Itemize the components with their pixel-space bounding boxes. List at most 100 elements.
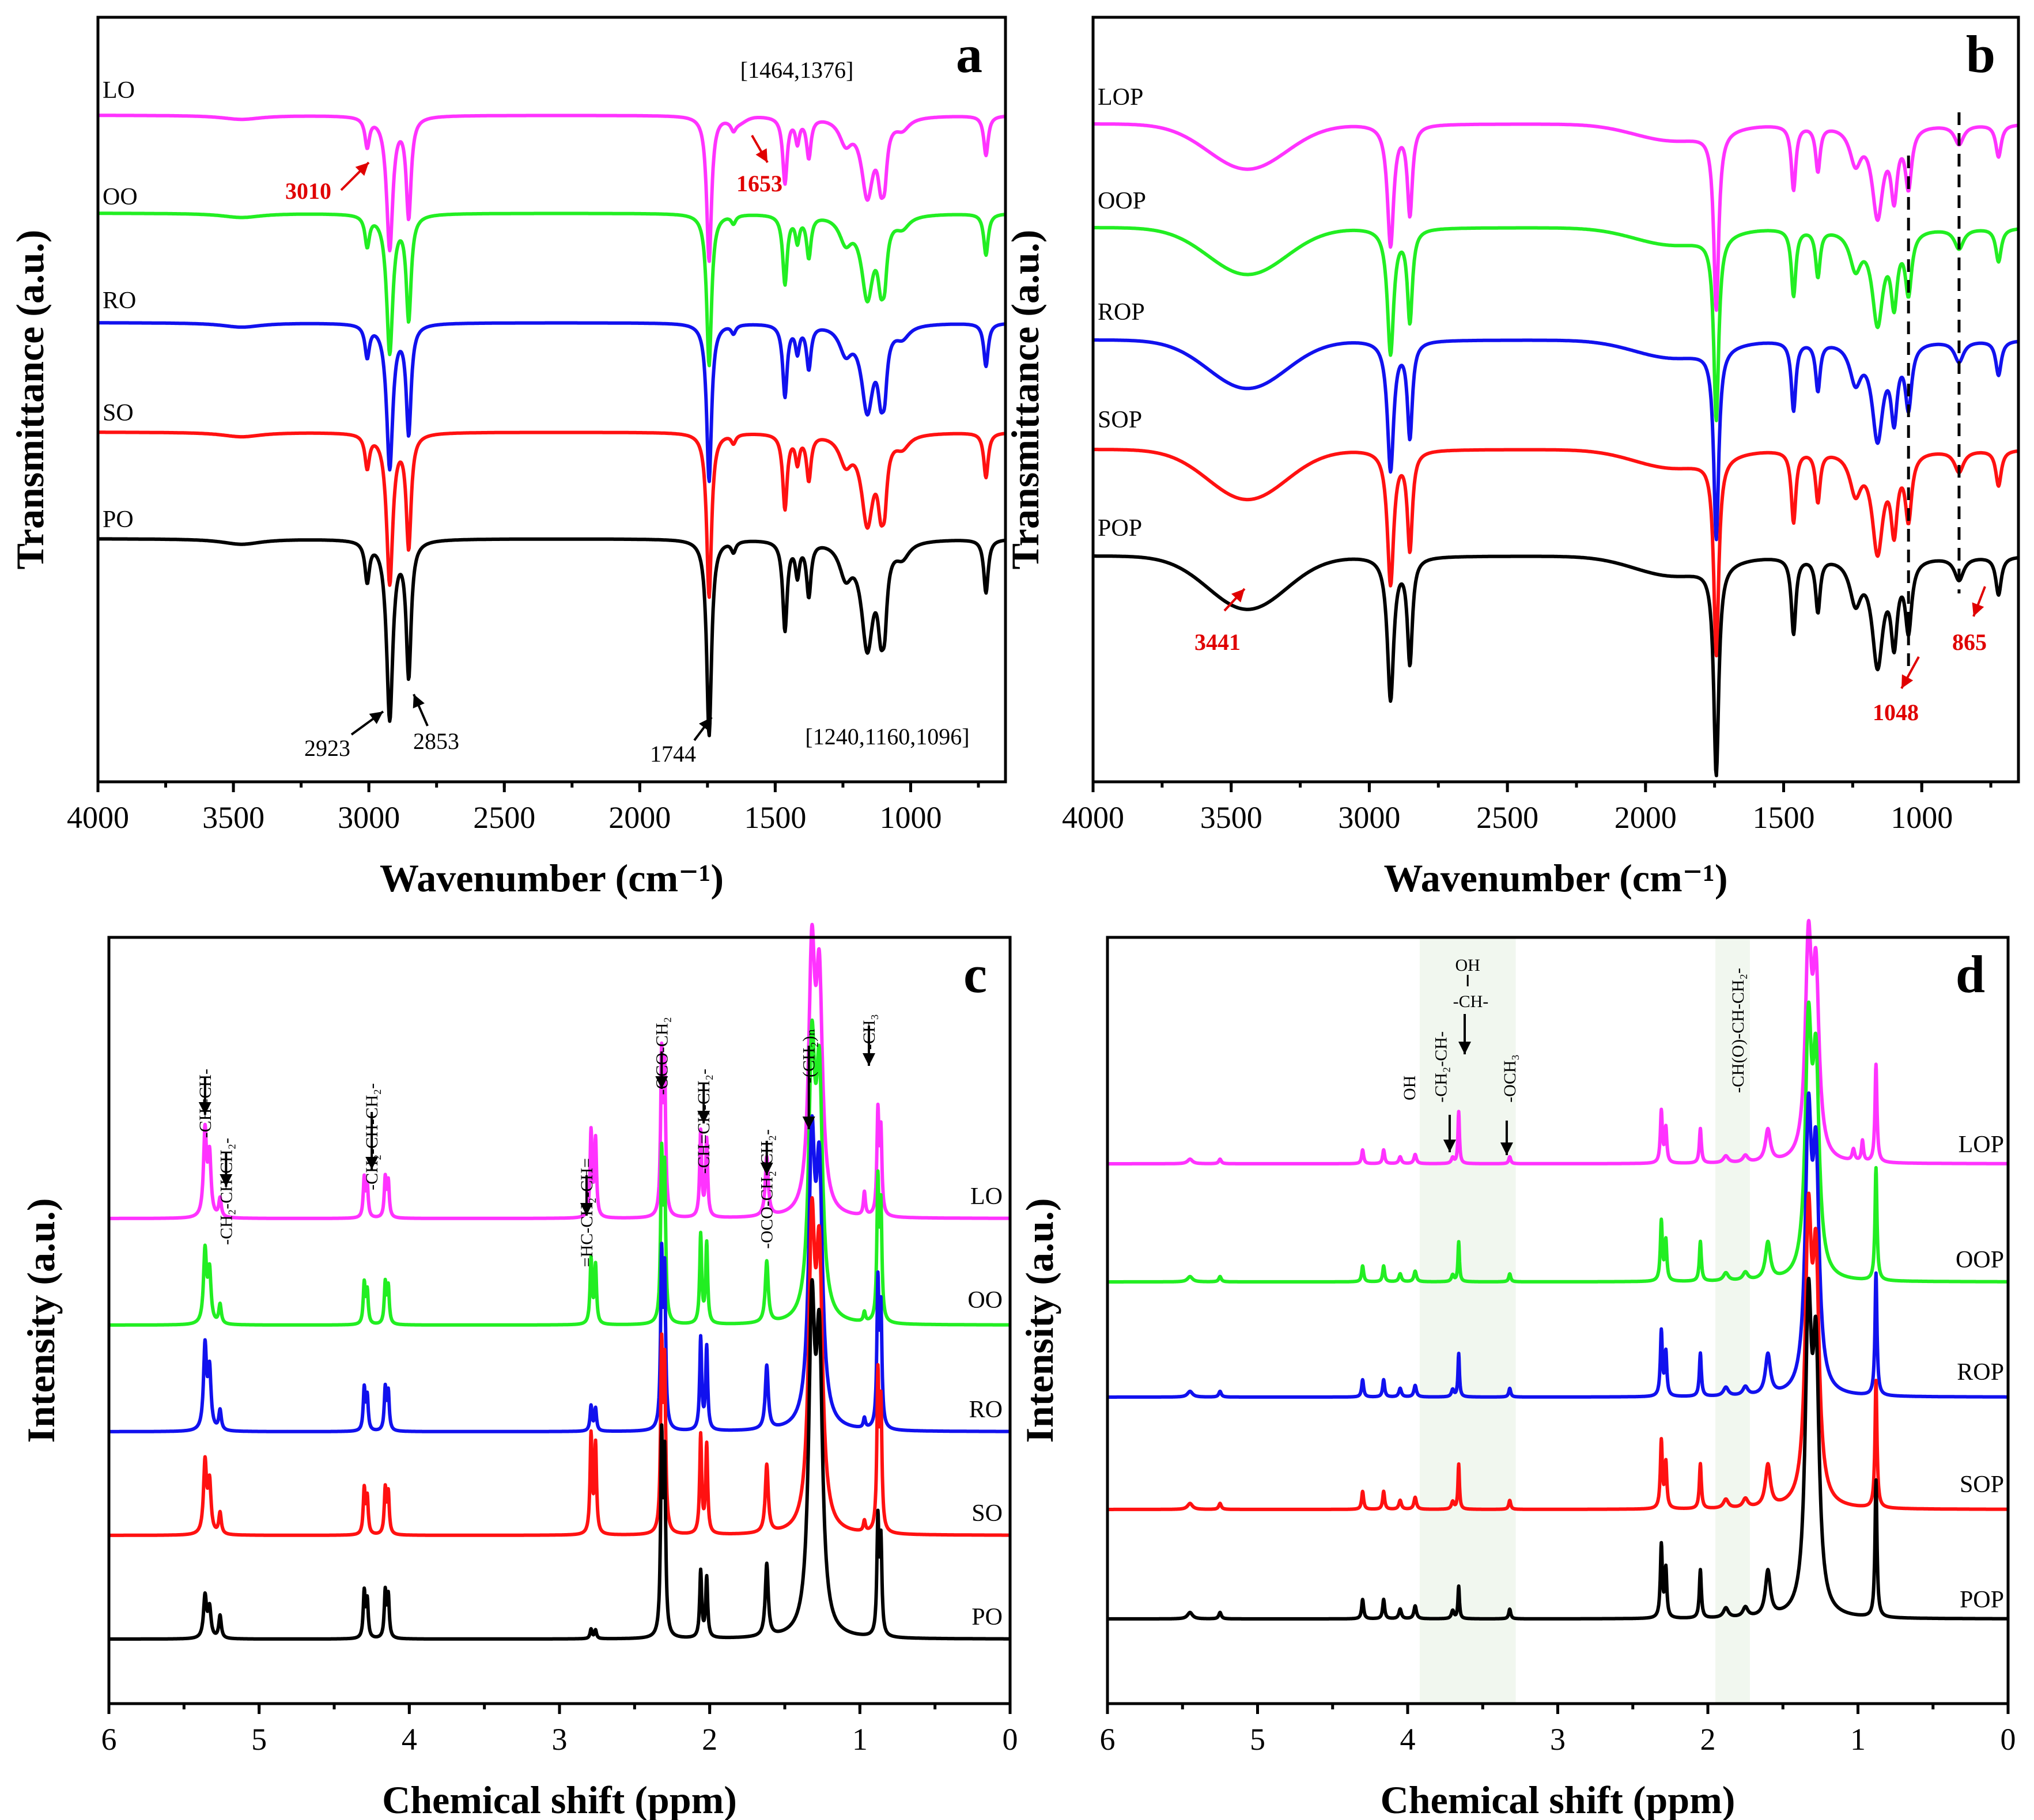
- panel-letter: d: [1956, 945, 1985, 1004]
- x-tick-label-1: 1: [1850, 1722, 1866, 1757]
- series-line-lo: [107, 922, 1012, 1220]
- series-label-so: SO: [103, 400, 134, 426]
- x-tick-label-4: 4: [402, 1722, 417, 1757]
- x-tick-label-2500: 2500: [473, 800, 535, 835]
- x-tick-label-6: 6: [101, 1722, 117, 1757]
- x-tick-label-5: 5: [1250, 1722, 1265, 1757]
- nmr-arrow-8-head: [802, 1117, 815, 1129]
- series-line-oo: [97, 211, 1007, 368]
- x-tick-label-6: 6: [1100, 1722, 1116, 1757]
- nmr-arrow-3-head: [365, 1157, 379, 1170]
- y-axis-title: Transmittance (a.u.): [8, 230, 52, 570]
- x-tick-label-1500: 1500: [744, 800, 806, 835]
- nmr-d-label-ch2ch: -CH₂-CH-: [1432, 1031, 1451, 1103]
- series-label-pop: POP: [1098, 515, 1142, 542]
- panel-a: LO OO RO SO PO 4000 3500 3000 2500 2000 1500 1000 Wa…: [8, 16, 1007, 900]
- x-tick-label-2000: 2000: [1615, 800, 1677, 835]
- panel-b: LOP OOP ROP SOP POP 4000 3500 3000 2500 2000 1500 1…: [1003, 16, 2020, 900]
- peak-label-3441: 3441: [1194, 629, 1241, 655]
- y-axis-title: Intensity (a.u.): [19, 1198, 63, 1443]
- nmr-arrow-5-head: [655, 1076, 668, 1089]
- y-axis-title: Intensity (a.u.): [1018, 1198, 1061, 1443]
- arrow-1744-head: [699, 717, 712, 732]
- nmr-arrow-7-head: [760, 1163, 773, 1175]
- series-line-so: [97, 430, 1007, 599]
- nmr-arrow-4-head: [580, 1203, 593, 1216]
- series-line-oop: [1092, 226, 2020, 422]
- series-line-sop: [1106, 1191, 2010, 1511]
- peak-label-1653: 1653: [736, 171, 782, 196]
- series-label-lo: LO: [103, 77, 135, 104]
- x-tick-label-1000: 1000: [879, 800, 942, 835]
- series-label-rop: ROP: [1098, 299, 1145, 326]
- arrow-1048-head: [1901, 674, 1914, 688]
- nmr-d-label-ch: -CH-: [1453, 992, 1489, 1011]
- nmr-d-label-och3: -OCH₃: [1500, 1054, 1519, 1103]
- arrow-3441-head: [1231, 589, 1245, 603]
- nmr-arrow-9-head: [863, 1053, 875, 1066]
- x-tick-label-5: 5: [251, 1722, 267, 1757]
- series-label-oo: OO: [967, 1287, 1003, 1314]
- nmr-d-label-epoxy: -CH(O)-CH-CH₂-: [1729, 968, 1748, 1093]
- series-label-oop: OOP: [1956, 1247, 2004, 1273]
- series-line-ro: [97, 321, 1007, 483]
- panel-letter: b: [1966, 25, 1995, 84]
- series-label-ro: RO: [103, 287, 136, 314]
- x-tick-label-0: 0: [2001, 1722, 2016, 1757]
- arrow-2923-head: [369, 712, 383, 724]
- y-axis-title: Transmittance (a.u.): [1003, 230, 1047, 570]
- series-label-oop: OOP: [1098, 188, 1146, 214]
- x-tick-label-2: 2: [702, 1722, 717, 1757]
- x-tick-label-1000: 1000: [1891, 800, 1953, 835]
- series-line-ro: [107, 1114, 1012, 1433]
- nmr-d-label-oh-left: OH: [1400, 1076, 1419, 1100]
- series-line-lop: [1106, 918, 2010, 1166]
- x-tick-label-3500: 3500: [1200, 800, 1262, 835]
- peak-label-1048: 1048: [1873, 699, 1919, 725]
- x-axis-title: Wavenumber (cm⁻¹): [380, 856, 724, 900]
- x-tick-label-2: 2: [1700, 1722, 1716, 1757]
- series-line-po: [97, 537, 1007, 737]
- x-axis-title: Chemical shift (ppm): [382, 1778, 737, 1820]
- arrow-1653-head: [755, 148, 768, 162]
- peak-label-1464-1376: [1464,1376]: [740, 57, 854, 83]
- series-label-pop: POP: [1960, 1587, 2004, 1613]
- series-line-lop: [1092, 122, 2020, 312]
- series-line-rop: [1092, 338, 2020, 542]
- panel-letter: a: [956, 25, 982, 84]
- x-tick-label-3: 3: [552, 1722, 568, 1757]
- panel-c: LO OO RO SO PO 6 5 4 3 2 1 0 Chemical shift (ppm) Int…: [19, 922, 1018, 1820]
- highlight-band-2: [1715, 937, 1750, 1704]
- nmr-arrow-1-head: [198, 1102, 211, 1115]
- x-tick-label-2000: 2000: [608, 800, 671, 835]
- series-line-rop: [1106, 1091, 2010, 1399]
- series-label-po: PO: [103, 506, 134, 533]
- nmr-d-arrow-ch-head: [1458, 1042, 1471, 1054]
- plot-frame: [1091, 16, 2020, 784]
- x-tick-label-1500: 1500: [1753, 800, 1815, 835]
- nmr-d-arrow-ch2ch-head: [1443, 1140, 1456, 1152]
- x-tick-label-4000: 4000: [67, 800, 129, 835]
- nmr-d-arrow-och3-head: [1500, 1142, 1513, 1155]
- series-label-ro: RO: [969, 1397, 1003, 1423]
- x-axis-title: Chemical shift (ppm): [1381, 1778, 1736, 1820]
- nmr-d-label-oh-top: OH: [1455, 956, 1480, 975]
- arrow-2853-head: [413, 694, 425, 709]
- arrow-865-head: [1972, 602, 1984, 616]
- x-tick-label-3500: 3500: [202, 800, 264, 835]
- x-tick-label-1: 1: [852, 1722, 868, 1757]
- series-label-lop: LOP: [1098, 84, 1143, 111]
- series-line-so: [107, 1196, 1012, 1537]
- peak-label-1240-1160-1096: [1240,1160,1096]: [805, 724, 969, 750]
- series-label-rop: ROP: [1957, 1359, 2004, 1386]
- panel-letter: c: [963, 945, 987, 1004]
- series-label-oo: OO: [103, 184, 138, 210]
- series-line-oo: [107, 1018, 1012, 1327]
- series-line-sop: [1092, 448, 2020, 658]
- series-line-pop: [1106, 1277, 2010, 1621]
- x-tick-label-3000: 3000: [1338, 800, 1400, 835]
- series-label-lo: LO: [970, 1183, 1003, 1210]
- x-axis-title: Wavenumber (cm⁻¹): [1383, 856, 1727, 900]
- x-tick-label-3: 3: [1550, 1722, 1566, 1757]
- x-tick-label-4: 4: [1400, 1722, 1416, 1757]
